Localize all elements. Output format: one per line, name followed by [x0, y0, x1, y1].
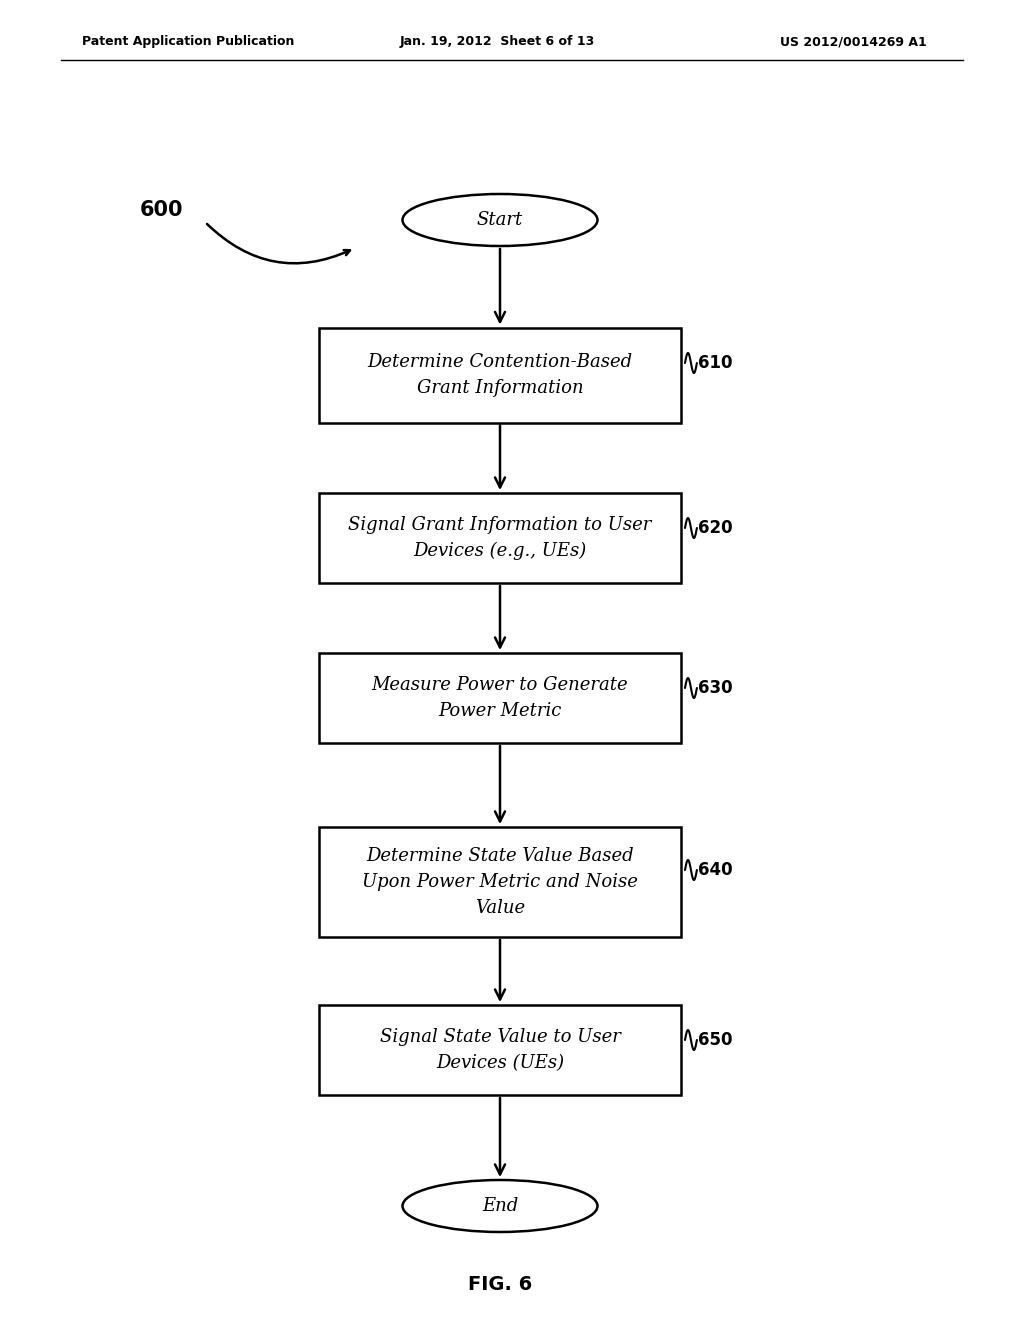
Text: 640: 640 — [698, 861, 732, 879]
Text: US 2012/0014269 A1: US 2012/0014269 A1 — [780, 36, 927, 49]
FancyBboxPatch shape — [319, 492, 681, 583]
Text: 630: 630 — [698, 678, 732, 697]
Ellipse shape — [402, 194, 597, 246]
FancyBboxPatch shape — [319, 828, 681, 937]
Text: Measure Power to Generate
Power Metric: Measure Power to Generate Power Metric — [372, 676, 629, 719]
Ellipse shape — [402, 1180, 597, 1232]
Text: 610: 610 — [698, 354, 732, 372]
Text: FIG. 6: FIG. 6 — [468, 1275, 532, 1294]
Text: Jan. 19, 2012  Sheet 6 of 13: Jan. 19, 2012 Sheet 6 of 13 — [400, 36, 595, 49]
FancyBboxPatch shape — [319, 1005, 681, 1096]
Text: Determine State Value Based
Upon Power Metric and Noise
Value: Determine State Value Based Upon Power M… — [362, 847, 638, 916]
Text: End: End — [482, 1197, 518, 1214]
Text: 650: 650 — [698, 1031, 732, 1049]
FancyBboxPatch shape — [319, 327, 681, 422]
Text: Signal State Value to User
Devices (UEs): Signal State Value to User Devices (UEs) — [380, 1028, 621, 1072]
Text: Signal Grant Information to User
Devices (e.g., UEs): Signal Grant Information to User Devices… — [348, 516, 651, 560]
FancyBboxPatch shape — [319, 653, 681, 743]
Text: 600: 600 — [140, 201, 183, 220]
Text: Patent Application Publication: Patent Application Publication — [82, 36, 294, 49]
Text: Start: Start — [477, 211, 523, 228]
Text: 620: 620 — [698, 519, 732, 537]
Text: Determine Contention-Based
Grant Information: Determine Contention-Based Grant Informa… — [368, 354, 633, 397]
